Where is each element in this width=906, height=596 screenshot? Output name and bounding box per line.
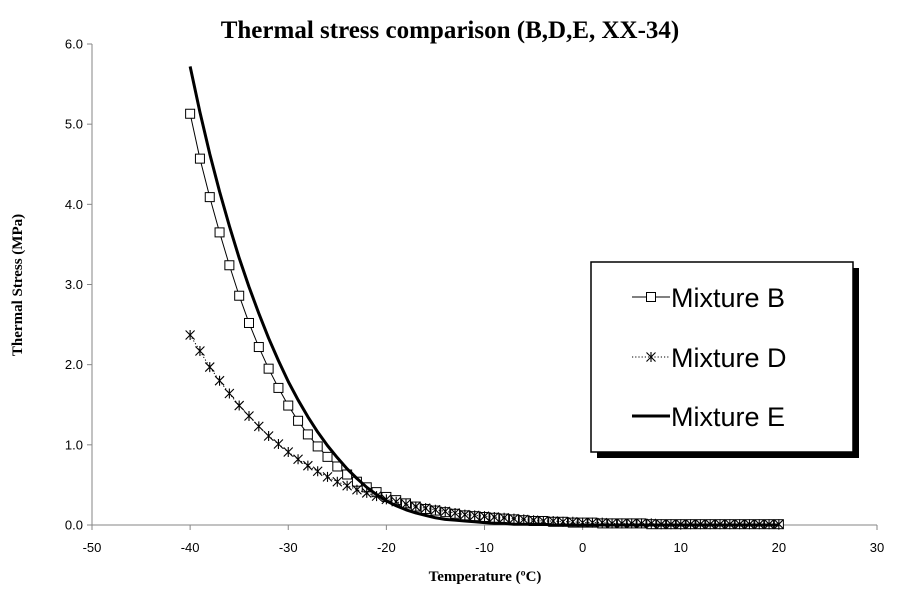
chart-title: Thermal stress comparison (B,D,E, XX-34) [221,17,680,44]
x-tick-label: 0 [579,540,586,555]
x-ticks: -50 -40 -30 -20 -10 0 10 20 30 [83,525,884,555]
data-point [509,513,519,524]
x-tick-label: 10 [674,540,688,555]
data-point [410,501,421,512]
legend-marker [646,292,656,302]
data-point [263,431,274,442]
data-point [283,400,294,411]
legend-item: Mixture B [632,283,785,313]
y-ticks: 0.0 1.0 2.0 3.0 4.0 5.0 6.0 [65,37,92,533]
data-point [332,461,343,472]
data-point [214,375,225,386]
data-point [420,503,431,514]
data-point [185,330,196,341]
y-tick-label: 1.0 [65,437,83,452]
data-point [253,342,264,353]
legend-items: Mixture B Mixture D Mixture E [632,283,787,432]
data-point [469,510,480,521]
legend-item: Mixture D [632,343,787,373]
data-point [293,415,304,426]
x-tick-label: -30 [279,540,298,555]
data-point [273,439,284,450]
y-tick-label: 0.0 [65,518,83,533]
series-mixture-e [188,66,779,527]
data-point [499,512,510,523]
data-point [244,317,254,328]
data-point [450,507,460,518]
data-point [253,421,264,432]
series-mixture-d [185,330,784,530]
data-point [312,466,323,477]
y-tick-label: 5.0 [65,117,83,132]
data-point [293,454,303,465]
x-tick-label: -50 [83,540,102,555]
data-point [302,460,313,471]
legend-label: Mixture D [671,343,787,373]
legend-item: Mixture E [632,402,785,432]
legend-label: Mixture B [671,283,785,313]
data-point [204,362,215,373]
data-point [489,511,500,522]
data-point [352,484,362,495]
data-point [302,429,313,440]
series-line [188,66,779,527]
x-tick-label: -40 [181,540,200,555]
data-point [283,447,294,458]
data-point [342,480,353,491]
y-tick-label: 6.0 [65,37,83,52]
data-point [273,382,284,393]
x-tick-label: 20 [772,540,786,555]
data-point [224,260,235,271]
x-tick-label: -10 [475,540,494,555]
x-tick-label: 30 [870,540,884,555]
x-axis-title: Temperature (ºC) [429,569,542,585]
data-point [234,290,245,301]
data-point [214,227,225,238]
data-point [430,504,441,515]
data-point [185,108,196,119]
legend: Mixture B Mixture D Mixture E [590,261,859,458]
series-layer [185,66,784,530]
data-point [322,451,333,462]
data-point [459,509,470,520]
x-tick-label: -20 [377,540,396,555]
data-point [263,363,274,374]
y-tick-label: 3.0 [65,277,83,292]
legend-label: Mixture E [671,402,785,432]
data-point [224,388,235,399]
legend-box [590,261,854,453]
data-point [244,410,254,421]
data-point [440,506,451,517]
data-point [195,346,205,357]
data-point [234,400,245,411]
y-tick-label: 4.0 [65,197,83,212]
data-point [332,476,343,487]
data-point [322,471,333,482]
y-axis-title: Thermal Stress (MPa) [10,214,26,356]
data-point [204,192,215,203]
data-point [194,153,205,164]
data-point [479,511,490,522]
y-tick-label: 2.0 [65,357,83,372]
plot-area: -50 -40 -30 -20 -10 0 10 20 30 0.0 1.0 2.0 3.0 4.0 5.… [65,37,884,556]
data-point [312,441,323,452]
legend-marker [646,352,656,362]
